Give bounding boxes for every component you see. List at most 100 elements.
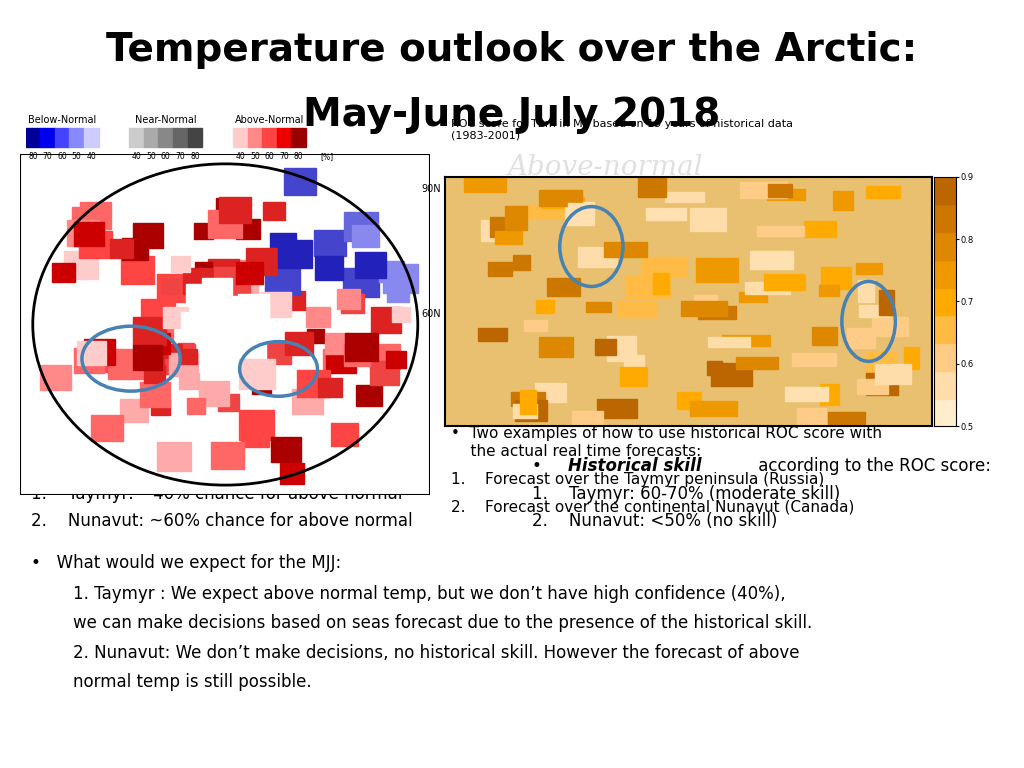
Bar [315,257,343,280]
Bar [158,442,191,471]
Bar [540,336,572,357]
Bar [568,203,592,217]
Bar [184,296,220,326]
Bar [243,284,260,299]
Bar [271,437,300,462]
Bar [740,182,787,198]
Bar [186,399,205,414]
Bar [280,463,304,484]
Text: 60N: 60N [421,309,440,319]
Bar [698,306,736,319]
Bar [379,261,404,282]
Text: forecasts:: forecasts: [191,457,279,475]
Bar [383,264,418,293]
Bar [133,317,166,345]
Bar [155,343,182,367]
Bar [236,276,258,294]
Bar [195,329,212,343]
Bar [514,400,547,421]
Bar [91,415,123,441]
Bar [488,262,512,276]
Bar [241,423,269,447]
Bar [370,361,399,386]
Text: [%]: [%] [321,152,334,161]
Bar [72,207,98,229]
Bar [217,260,248,286]
Bar [205,332,224,348]
Bar [343,268,379,297]
Bar [236,342,266,367]
Text: •   What would we expect for the MJJ:: • What would we expect for the MJJ: [31,554,341,572]
Bar [158,274,190,303]
Bar [879,290,894,315]
Bar [665,192,705,203]
Bar [624,355,644,371]
Bar [326,333,350,354]
Bar [638,174,666,197]
Text: 2.    Forecast over the continental Nunavut (Canada): 2. Forecast over the continental Nunavut… [451,499,854,515]
Bar [152,399,170,415]
Bar [352,225,379,247]
Bar [572,411,603,425]
Bar [261,292,292,317]
Bar [108,349,143,379]
Bar [865,373,898,395]
Bar [711,363,753,386]
Bar [827,412,865,424]
Bar [758,226,804,237]
Bar [858,280,874,302]
Bar [616,301,655,317]
Bar [214,267,250,298]
Bar [819,286,839,296]
Bar [121,256,155,283]
Bar [764,274,805,290]
Bar [239,411,274,440]
Bar [934,232,956,260]
Bar [595,339,615,355]
Text: 1.    Forecast over the Taymyr peninsula (Russia): 1. Forecast over the Taymyr peninsula (R… [451,472,824,488]
Bar [143,127,159,147]
Bar [513,404,538,418]
Bar [934,316,956,343]
Bar [284,167,316,194]
Bar [292,127,306,147]
Text: Near-Normal: Near-Normal [135,115,197,125]
Bar [785,387,827,401]
Text: Temperature outlook over the Arctic:: Temperature outlook over the Arctic: [106,31,918,68]
Bar [356,385,382,406]
Bar [161,279,179,294]
Bar [523,320,547,331]
Bar [323,349,347,369]
Text: 60: 60 [57,152,67,161]
Text: 50: 50 [72,152,82,161]
Bar [217,336,236,352]
Bar [480,220,510,241]
Bar [241,424,259,439]
Text: 1.    Taymyr: 60-70% (moderate skill): 1. Taymyr: 60-70% (moderate skill) [532,485,841,503]
Text: according to the ROC score:: according to the ROC score: [753,457,990,475]
Bar [722,335,770,346]
Bar [133,223,163,248]
Text: 2.    Nunavut: ~60% chance for above normal: 2. Nunavut: ~60% chance for above normal [31,512,413,530]
Bar [26,127,40,147]
Bar [222,263,240,278]
Bar [177,343,196,358]
Bar [183,268,214,294]
Text: 2. Nunavut: We don’t make decisions, no historical skill. However the forecast o: 2. Nunavut: We don’t make decisions, no … [31,644,799,661]
Text: 80: 80 [294,152,303,161]
Bar [797,408,825,425]
Bar [195,278,211,292]
Bar [215,283,244,306]
Text: 60: 60 [264,152,274,161]
Bar [745,282,790,294]
Bar [133,346,163,370]
Bar [210,333,247,363]
Bar [511,392,545,406]
Bar [464,172,506,192]
Bar [821,266,851,289]
Bar [934,399,956,426]
Bar [233,127,248,147]
Bar [199,286,219,303]
Bar [84,339,115,365]
Bar [194,223,213,240]
